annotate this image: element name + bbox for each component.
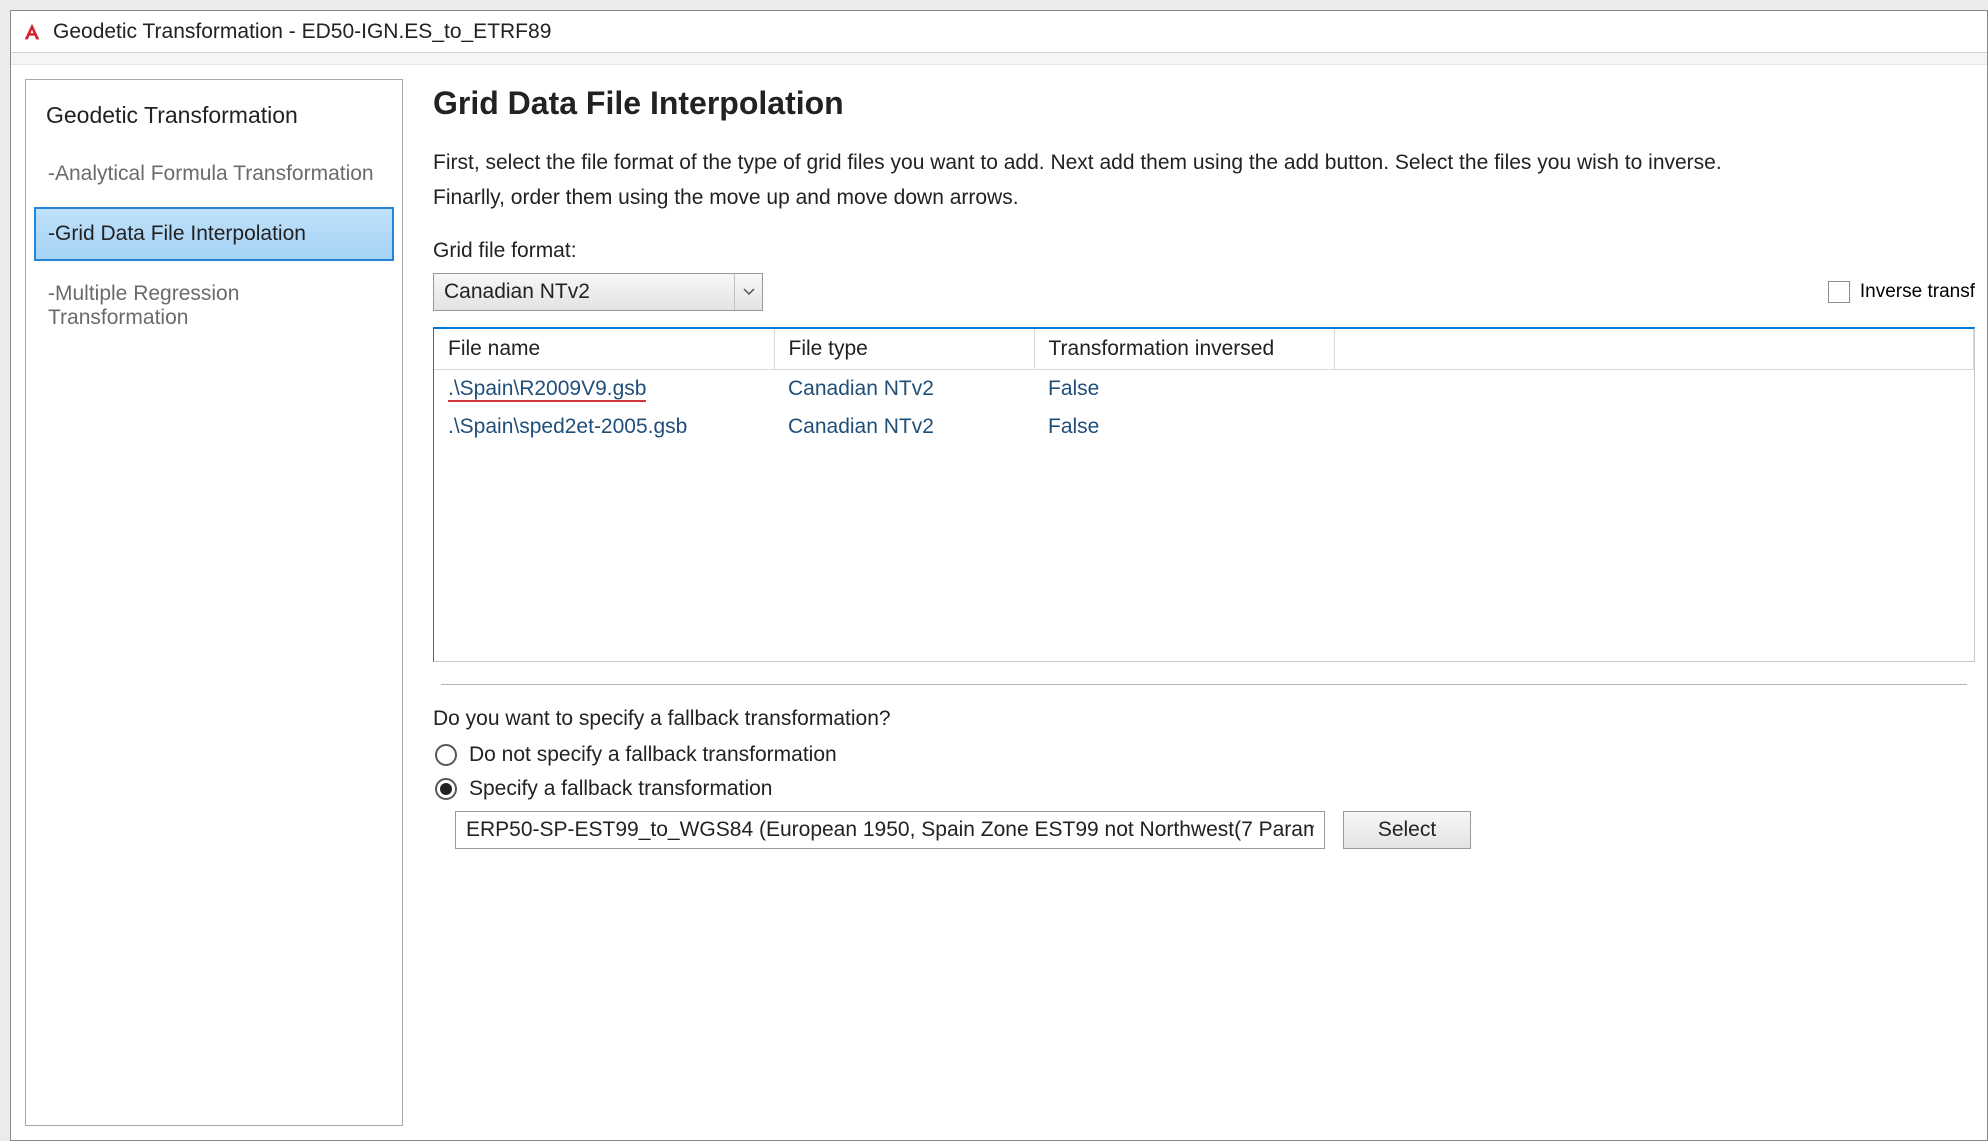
dialog-window: Geodetic Transformation - ED50-IGN.ES_to… <box>10 10 1988 1141</box>
divider <box>441 684 1967 685</box>
inverse-checkbox-wrap[interactable]: Inverse transf <box>1828 281 1975 303</box>
cell-filename: .\Spain\sped2et-2005.gsb <box>434 408 774 446</box>
titlebar[interactable]: Geodetic Transformation - ED50-IGN.ES_to… <box>11 11 1987 53</box>
radio-specify[interactable]: Specify a fallback transformation <box>435 777 1975 801</box>
fallback-question: Do you want to specify a fallback transf… <box>433 707 1975 731</box>
cell-filetype: Canadian NTv2 <box>774 408 1034 446</box>
sidebar-item-grid-data[interactable]: -Grid Data File Interpolation <box>34 207 394 261</box>
format-row: Canadian NTv2 Inverse transf <box>433 273 1975 311</box>
radio-icon[interactable] <box>435 744 457 766</box>
cell-filename: .\Spain\R2009V9.gsb <box>434 370 774 409</box>
radio-label: Do not specify a fallback transformation <box>469 743 837 767</box>
fallback-row: Select <box>455 811 1975 849</box>
grid-format-dropdown[interactable]: Canadian NTv2 <box>433 273 763 311</box>
sidebar-item-multiple-regression[interactable]: -Multiple Regression Transformation <box>34 267 394 345</box>
table-row[interactable]: .\Spain\R2009V9.gsb Canadian NTv2 False <box>434 370 1974 409</box>
sidebar-item-analytical[interactable]: -Analytical Formula Transformation <box>34 147 394 201</box>
cell-inversed: False <box>1034 408 1334 446</box>
table-row[interactable]: .\Spain\sped2et-2005.gsb Canadian NTv2 F… <box>434 408 1974 446</box>
sidebar: Geodetic Transformation -Analytical Form… <box>25 79 403 1126</box>
grid-format-value: Canadian NTv2 <box>444 280 590 304</box>
sidebar-header: Geodetic Transformation <box>34 94 394 147</box>
page-description: First, select the file format of the typ… <box>433 146 1733 215</box>
content-area: Geodetic Transformation -Analytical Form… <box>11 65 1987 1140</box>
inverse-label: Inverse transf <box>1860 281 1975 303</box>
grid-files-table: File name File type Transformation inver… <box>433 327 1975 662</box>
inverse-checkbox[interactable] <box>1828 281 1850 303</box>
app-icon <box>21 21 43 43</box>
fallback-radio-group: Do not specify a fallback transformation… <box>435 743 1975 801</box>
page-title: Grid Data File Interpolation <box>433 85 1975 122</box>
column-spacer <box>1334 329 1974 370</box>
column-filename[interactable]: File name <box>434 329 774 370</box>
chevron-down-icon <box>734 274 762 310</box>
cell-inversed: False <box>1034 370 1334 409</box>
fallback-input[interactable] <box>455 811 1325 849</box>
column-filetype[interactable]: File type <box>774 329 1034 370</box>
window-title: Geodetic Transformation - ED50-IGN.ES_to… <box>53 20 551 44</box>
grid-format-label: Grid file format: <box>433 239 1975 263</box>
select-button[interactable]: Select <box>1343 811 1471 849</box>
radio-label: Specify a fallback transformation <box>469 777 772 801</box>
main-panel: Grid Data File Interpolation First, sele… <box>403 65 1987 1140</box>
table-header-row: File name File type Transformation inver… <box>434 329 1974 370</box>
radio-icon[interactable] <box>435 778 457 800</box>
radio-do-not-specify[interactable]: Do not specify a fallback transformation <box>435 743 1975 767</box>
ribbon-gap <box>11 53 1987 65</box>
column-inversed[interactable]: Transformation inversed <box>1034 329 1334 370</box>
cell-filetype: Canadian NTv2 <box>774 370 1034 409</box>
